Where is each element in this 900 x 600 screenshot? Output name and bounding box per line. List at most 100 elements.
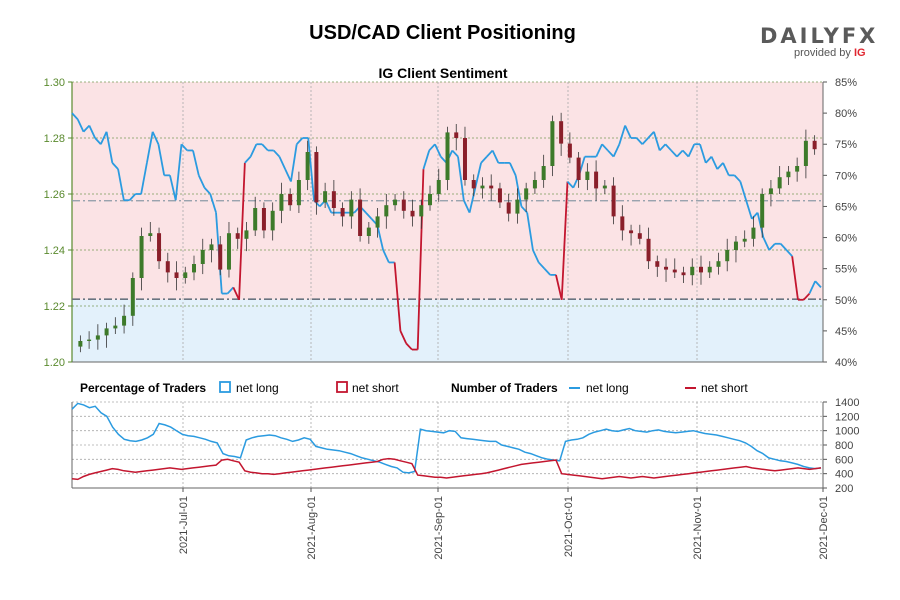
candle-body: [742, 238, 747, 242]
y-right-tick-label: 75%: [835, 139, 857, 151]
sentiment-line-segment: [560, 181, 569, 300]
sentiment-line-segment: [555, 274, 563, 300]
sentiment-line-segment: [601, 143, 609, 152]
candle-body: [725, 250, 730, 262]
candle-body: [602, 185, 607, 189]
sentiment-line-segment: [244, 156, 252, 164]
sentiment-line-segment: [128, 193, 137, 201]
sentiment-line-segment: [803, 292, 811, 301]
y-right-tick-label: 65%: [835, 201, 857, 213]
candle-body: [288, 194, 293, 206]
sentiment-line-segment: [146, 131, 154, 164]
candle-body: [445, 132, 450, 180]
y-right-tick-label: 70%: [835, 170, 857, 182]
sentiment-line-segment: [595, 143, 603, 158]
candle-body: [637, 233, 642, 239]
sentiment-line-segment: [399, 330, 407, 344]
sentiment-line-segment: [457, 156, 465, 201]
candle-body: [78, 341, 83, 347]
candle-body: [139, 236, 144, 278]
candle-body: [524, 188, 529, 200]
candle-body: [226, 233, 231, 270]
candle-body: [716, 261, 721, 267]
candle-body: [87, 339, 92, 341]
sentiment-line-segment: [486, 149, 494, 158]
sentiment-line-segment: [405, 342, 413, 351]
candle-body: [550, 121, 555, 166]
dailyfx-wordmark: DAILYFX: [760, 24, 879, 48]
sentiment-line-segment: [687, 143, 696, 158]
candle-body: [594, 171, 599, 189]
candle-body: [812, 140, 817, 150]
candle-body: [576, 157, 581, 180]
sentiment-line-segment: [733, 174, 741, 183]
candle-body: [209, 244, 214, 250]
ig-brand-icon: IG: [853, 47, 866, 59]
sentiment-line-segment: [111, 162, 119, 170]
candle-body: [384, 205, 389, 217]
y-right-tick-label: 1200: [835, 411, 859, 423]
candle-body: [698, 266, 703, 273]
y-right-tick-label: 60%: [835, 233, 857, 245]
candle-body: [611, 185, 616, 217]
sentiment-line-segment: [514, 175, 523, 207]
sentiment-line-segment: [209, 193, 217, 213]
sentiment-line-segment: [480, 156, 488, 164]
candle-body: [296, 180, 301, 206]
candle-body: [655, 261, 660, 267]
sentiment-line-segment: [635, 137, 644, 145]
candle-body: [795, 166, 800, 172]
sentiment-line-segment: [284, 168, 292, 182]
legend-percentage-heading: Percentage of Traders: [80, 381, 206, 395]
candle-body: [428, 194, 433, 206]
candle-body: [681, 272, 686, 276]
net-long-traders-line: [71, 402, 822, 474]
candle-body: [157, 233, 162, 262]
candle-body: [541, 166, 546, 180]
sentiment-line-segment: [203, 187, 211, 195]
candle-body: [803, 140, 808, 166]
candle-body: [436, 180, 441, 194]
candle-body: [375, 216, 380, 228]
sentiment-line-segment: [416, 169, 425, 350]
candle-body: [340, 208, 345, 217]
candle-body: [480, 185, 485, 189]
candle-body: [497, 188, 502, 203]
sentiment-line-segment: [94, 137, 102, 145]
sentiment-line-segment: [699, 143, 707, 164]
candle-body: [489, 185, 494, 189]
sentiment-line-segment: [157, 144, 166, 176]
sentiment-line-segment: [543, 268, 551, 276]
candle-body: [235, 233, 240, 239]
y-left-tick-label: 1.24: [44, 245, 65, 257]
sentiment-line-segment: [382, 249, 390, 263]
candle-body: [261, 208, 266, 231]
candle-body: [349, 199, 354, 217]
y-left-tick-label: 1.28: [44, 133, 65, 145]
sentiment-line-segment: [197, 174, 206, 189]
candle-body: [104, 328, 109, 336]
candle-body: [358, 199, 363, 236]
candle-body: [331, 191, 336, 208]
sentiment-line-segment: [462, 199, 471, 214]
candle-body: [270, 210, 275, 231]
sentiment-line-segment: [612, 143, 621, 158]
sentiment-line-segment: [140, 162, 148, 195]
sentiment-line-segment: [474, 162, 482, 188]
net-short-zone: [72, 82, 823, 300]
y-right-tick-label: 400: [835, 469, 853, 481]
sentiment-line-segment: [82, 124, 90, 133]
sentiment-line-segment: [307, 137, 315, 201]
sentiment-line-segment: [751, 212, 759, 220]
sentiment-line-segment: [151, 131, 160, 145]
y-right-tick-label: 600: [835, 454, 853, 466]
sentiment-line-segment: [117, 168, 125, 201]
y-right-tick-label: 1000: [835, 426, 859, 438]
sentiment-line-segment: [808, 280, 817, 294]
candle-body: [768, 188, 773, 194]
sentiment-line-segment: [278, 156, 286, 170]
sentiment-line-segment: [566, 180, 574, 189]
candle-body: [733, 241, 738, 250]
legend-pct-short-label: net short: [352, 381, 399, 395]
